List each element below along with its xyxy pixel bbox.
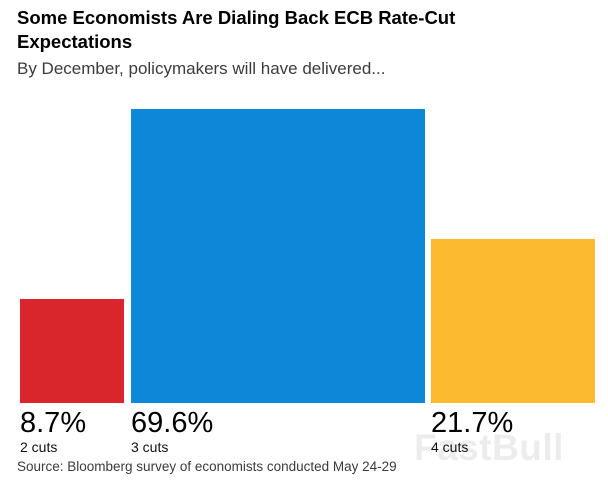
bar-label-group: 69.6% 3 cuts	[131, 408, 213, 455]
bar-3-cuts	[131, 109, 425, 403]
bar-category-label: 3 cuts	[131, 439, 169, 455]
chart-title: Some Economists Are Dialing Back ECB Rat…	[17, 7, 456, 52]
bar-4-cuts	[431, 239, 595, 403]
bar-category-label: 4 cuts	[431, 439, 469, 455]
chart-subtitle: By December, policymakers will have deli…	[17, 59, 386, 78]
bar-2-cuts	[20, 299, 124, 403]
source-note: Source: Bloomberg survey of economists c…	[17, 459, 397, 474]
bar-value-label: 8.7%	[20, 407, 87, 439]
bar-label-group: 8.7% 2 cuts	[20, 408, 86, 455]
bar-value-label: 69.6%	[131, 407, 214, 439]
bar-category-label: 2 cuts	[20, 439, 58, 455]
bar-value-label: 21.7%	[431, 407, 514, 439]
bar-label-group: 21.7% 4 cuts	[431, 408, 513, 455]
